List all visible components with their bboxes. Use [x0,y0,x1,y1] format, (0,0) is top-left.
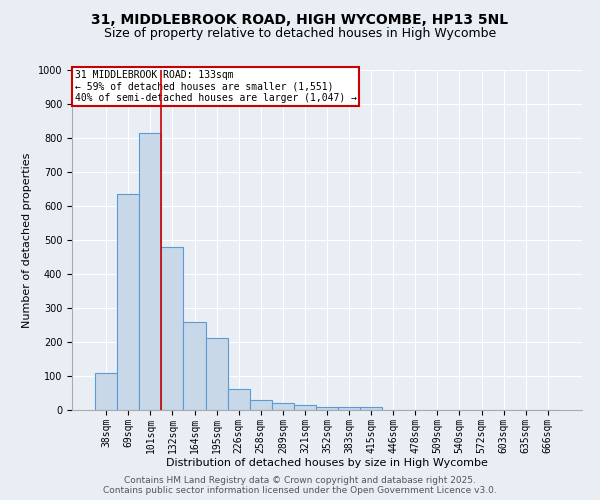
Bar [272,403,294,410]
Text: 31 MIDDLEBROOK ROAD: 133sqm
← 59% of detached houses are smaller (1,551)
40% of : 31 MIDDLEBROOK ROAD: 133sqm ← 59% of det… [74,70,356,103]
Text: Size of property relative to detached houses in High Wycombe: Size of property relative to detached ho… [104,28,496,40]
Bar [206,338,227,410]
Bar [139,133,161,410]
Bar [161,247,184,410]
Text: 31, MIDDLEBROOK ROAD, HIGH WYCOMBE, HP13 5NL: 31, MIDDLEBROOK ROAD, HIGH WYCOMBE, HP13… [91,12,509,26]
Y-axis label: Number of detached properties: Number of detached properties [22,152,32,328]
Bar [250,400,272,410]
Text: Contains HM Land Registry data © Crown copyright and database right 2025.
Contai: Contains HM Land Registry data © Crown c… [103,476,497,495]
Bar [294,405,316,410]
X-axis label: Distribution of detached houses by size in High Wycombe: Distribution of detached houses by size … [166,458,488,468]
Bar [227,388,250,410]
Bar [95,372,117,410]
Bar [338,408,360,410]
Bar [360,406,382,410]
Bar [117,194,139,410]
Bar [184,322,206,410]
Bar [316,406,338,410]
